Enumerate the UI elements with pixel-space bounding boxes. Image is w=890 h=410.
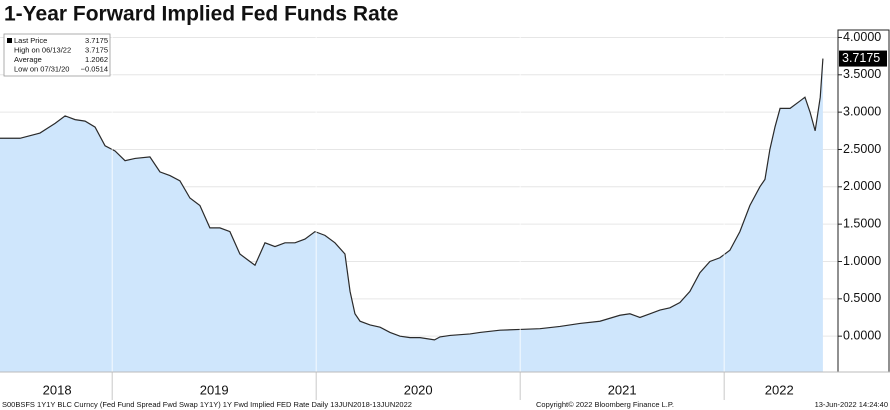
y-tick-label: 1.5000 [843, 216, 881, 230]
x-tick-label: 2022 [765, 382, 794, 397]
y-axis-panel [837, 29, 890, 373]
chart-title: 1-Year Forward Implied Fed Funds Rate [4, 3, 398, 26]
legend-value: 3.7175 [85, 36, 108, 45]
legend-label: Last Price [14, 36, 47, 45]
legend-box [3, 33, 111, 77]
legend-value: 3.7175 [85, 45, 108, 54]
price-line [0, 58, 824, 341]
y-tick-label: 0.5000 [843, 291, 881, 305]
y-tick-label: 3.0000 [843, 104, 881, 118]
y-tick-label: 0.0000 [843, 328, 881, 342]
y-tick-label: 2.0000 [843, 179, 881, 193]
y-tick-label: 2.5000 [843, 142, 881, 156]
area-fill [0, 58, 823, 372]
legend-swatch [7, 38, 12, 43]
x-tick-label: 2019 [200, 382, 229, 397]
footer-center: Copyright© 2022 Bloomberg Finance L.P. [536, 400, 674, 409]
footer-left: S00BSFS 1Y1Y BLC Curncy (Fed Fund Spread… [2, 400, 412, 409]
y-tick-label: 3.5000 [843, 67, 881, 81]
legend-label: High on 06/13/22 [14, 45, 71, 54]
legend-value: 1.2062 [85, 55, 108, 64]
x-tick-label: 2020 [404, 382, 433, 397]
y-tick-label: 4.0000 [843, 30, 881, 44]
legend-value: −0.0514 [81, 64, 108, 73]
x-tick-label: 2021 [608, 382, 637, 397]
legend-label: Low on 07/31/20 [14, 64, 69, 73]
x-tick-label: 2018 [43, 382, 72, 397]
legend-label: Average [14, 55, 42, 64]
y-tick-label: 1.0000 [843, 254, 881, 268]
last-price-label: 3.7175 [842, 51, 880, 65]
footer-right: 13-Jun-2022 14:24:40 [815, 400, 888, 409]
last-price-box [839, 50, 887, 67]
